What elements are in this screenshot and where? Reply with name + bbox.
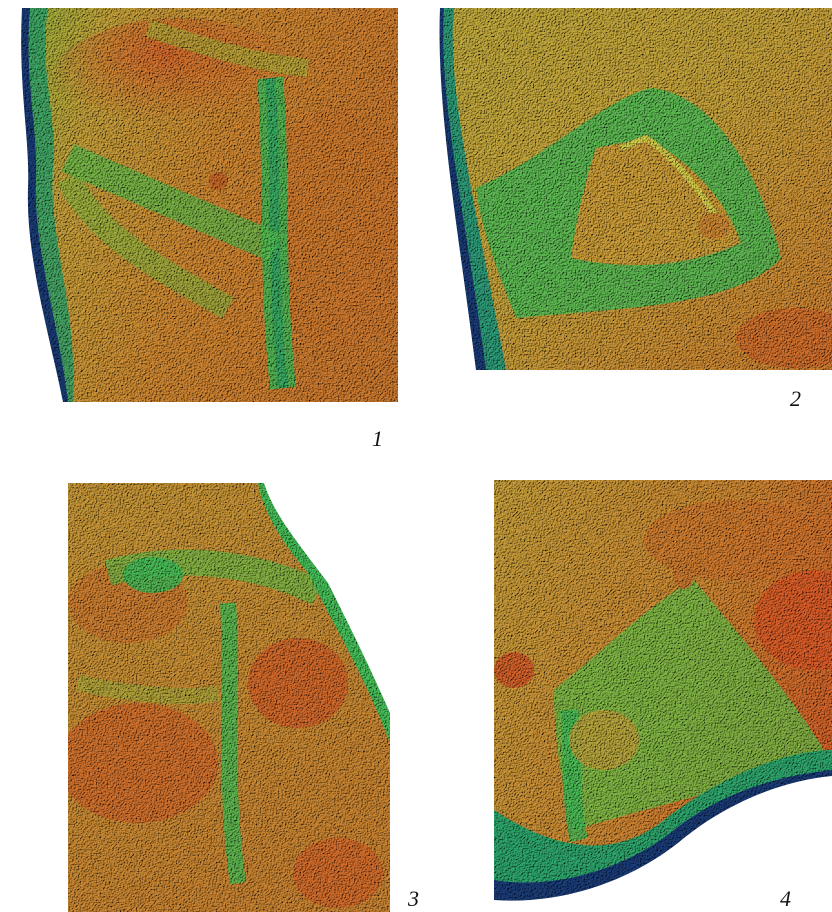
panel-2-label: 2 xyxy=(790,386,801,411)
panel-4-relief-scan xyxy=(494,480,832,912)
panel-4-label: 4 xyxy=(780,886,791,911)
panel-2-relief-scan xyxy=(436,8,832,370)
panel-3-relief-scan xyxy=(68,483,390,912)
panel-2-image xyxy=(436,8,832,370)
panel-3-label: 3 xyxy=(408,886,419,911)
panel-1-image xyxy=(8,8,398,402)
panel-1-relief-scan xyxy=(8,8,398,402)
panel-1-label: 1 xyxy=(372,426,383,451)
panel-4-image xyxy=(494,480,832,912)
panel-3-image xyxy=(68,483,390,912)
